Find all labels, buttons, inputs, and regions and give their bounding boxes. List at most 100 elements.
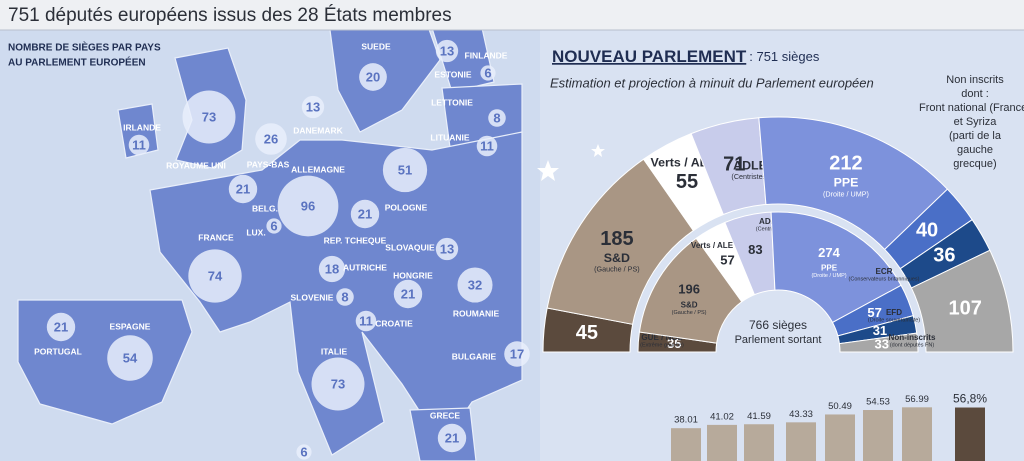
turnout-label: 38.01: [674, 415, 698, 426]
note-line: et Syriza: [954, 116, 998, 128]
seat-number: 35: [667, 336, 681, 351]
group-name: Verts / ALE: [691, 241, 734, 250]
country-name: ALLEMAGNE: [291, 164, 345, 174]
seat-number: 31: [873, 323, 887, 338]
seat-circle: [359, 63, 387, 91]
group-subname: (dont députés FN): [890, 343, 934, 349]
seat-number: 57: [720, 252, 734, 267]
country-name: LUX.: [246, 227, 265, 237]
seat-circle: [228, 174, 258, 204]
page-title: 751 députés européens issus des 28 États…: [8, 5, 452, 26]
note-line: (parti de la: [949, 130, 1002, 142]
group-subname: (Droite / UMP): [811, 273, 846, 279]
country-name: SLOVENIE: [291, 292, 334, 302]
group-subname: (Conservateurs britanniques): [849, 277, 920, 283]
parliament-total: : 751 sièges: [749, 49, 820, 64]
group-subname: (Gauche / PS): [672, 310, 707, 316]
seat-circle: [393, 279, 423, 309]
seat-segment: [838, 332, 919, 353]
seat-number: 45: [576, 322, 598, 344]
group-name: Verts / ALE: [651, 155, 716, 169]
group-subname: (Centristes): [756, 227, 785, 233]
seat-circle: [266, 218, 282, 234]
group-name: S&D: [681, 300, 698, 309]
old-label: Parlement sortant: [735, 334, 822, 346]
country-name: PORTUGAL: [34, 346, 82, 356]
group-name: GUE / NGL: [641, 333, 682, 342]
group-subname: (Gauche / PS): [594, 264, 640, 273]
seat-number: 71: [723, 153, 745, 175]
seat-number: 107: [949, 298, 982, 320]
seat-number: 212: [829, 153, 862, 175]
group-name: PPE: [834, 176, 859, 190]
note-line: Non inscrits: [946, 74, 1004, 86]
country-name: ROUMANIE: [453, 308, 500, 318]
seat-count: 6: [300, 444, 307, 459]
seat-count: 13: [306, 99, 320, 114]
country-name: ITALIE: [321, 346, 348, 356]
seat-circle: [480, 65, 496, 81]
map-caption: NOMBRE DE SIÈGES PAR PAYS: [8, 41, 161, 54]
seat-circle: [277, 175, 339, 237]
seat-circle: [382, 147, 428, 193]
seat-count: 20: [366, 69, 380, 84]
country-name: REP. TCHEQUE: [324, 235, 387, 245]
turnout-bar: [671, 428, 701, 461]
seat-count: 21: [401, 286, 415, 301]
seat-count: 11: [480, 138, 494, 153]
seat-count: 6: [270, 218, 277, 233]
group-subname: (Droite souverainiste): [868, 318, 920, 324]
map-caption: AU PARLEMENT EUROPÉEN: [8, 56, 146, 69]
turnout-bar: [825, 414, 855, 461]
country-name: AUTRICHE: [343, 262, 387, 272]
country-name: BULGARIE: [452, 351, 497, 361]
seat-count: 96: [301, 198, 315, 213]
country-name: GRECE: [430, 410, 461, 420]
group-subname: (Centristes): [731, 172, 768, 181]
seat-count: 51: [398, 162, 412, 177]
group-name: EFD: [886, 308, 902, 317]
country-name: POLOGNE: [385, 202, 428, 212]
group-name: ADLE: [733, 158, 767, 172]
parliament-title-main: NOUVEAU PARLEMENT: [552, 47, 747, 66]
group-name: PPE: [821, 264, 838, 273]
turnout-bar: [955, 407, 985, 461]
seat-circle: [301, 95, 325, 119]
turnout-label: 50.49: [828, 401, 852, 412]
group-name: ECR: [876, 267, 893, 276]
parliament-subtitle: Estimation et projection à minuit du Par…: [550, 75, 874, 90]
seat-circle: [182, 90, 236, 144]
seat-count: 6: [484, 65, 491, 80]
seat-count: 32: [468, 277, 482, 292]
seat-circle: [255, 123, 287, 155]
seat-count: 74: [208, 268, 223, 283]
country-name: HONGRIE: [393, 270, 433, 280]
country-name: ESPAGNE: [110, 321, 151, 331]
country-name: BELG.: [252, 203, 278, 213]
old-total: 766 sièges: [749, 318, 807, 332]
country-name: CROATIE: [375, 318, 413, 328]
seat-number: 274: [818, 245, 840, 260]
seat-circle: [476, 135, 498, 157]
seat-count: 8: [341, 289, 348, 304]
note-line: dont :: [961, 88, 989, 100]
seat-segment: [910, 249, 1014, 353]
group-name: ADLE: [759, 217, 782, 226]
turnout-bar: [744, 424, 774, 461]
seat-circle: [128, 134, 150, 156]
note-line: gauche: [957, 144, 993, 156]
seat-segment: [770, 211, 902, 324]
seat-circle: [46, 312, 76, 342]
turnout-label: 41.59: [747, 411, 771, 422]
seat-circle: [336, 288, 354, 306]
turnout-label: 56,8%: [953, 392, 987, 406]
seat-circle: [318, 255, 346, 283]
country-name: ESTONIE: [434, 69, 471, 79]
country-name: FINLANDE: [465, 50, 508, 60]
seat-count: 21: [445, 430, 459, 445]
turnout-label: 56.99: [905, 394, 929, 405]
group-name: S&D: [604, 251, 630, 265]
seat-circle: [355, 310, 377, 332]
